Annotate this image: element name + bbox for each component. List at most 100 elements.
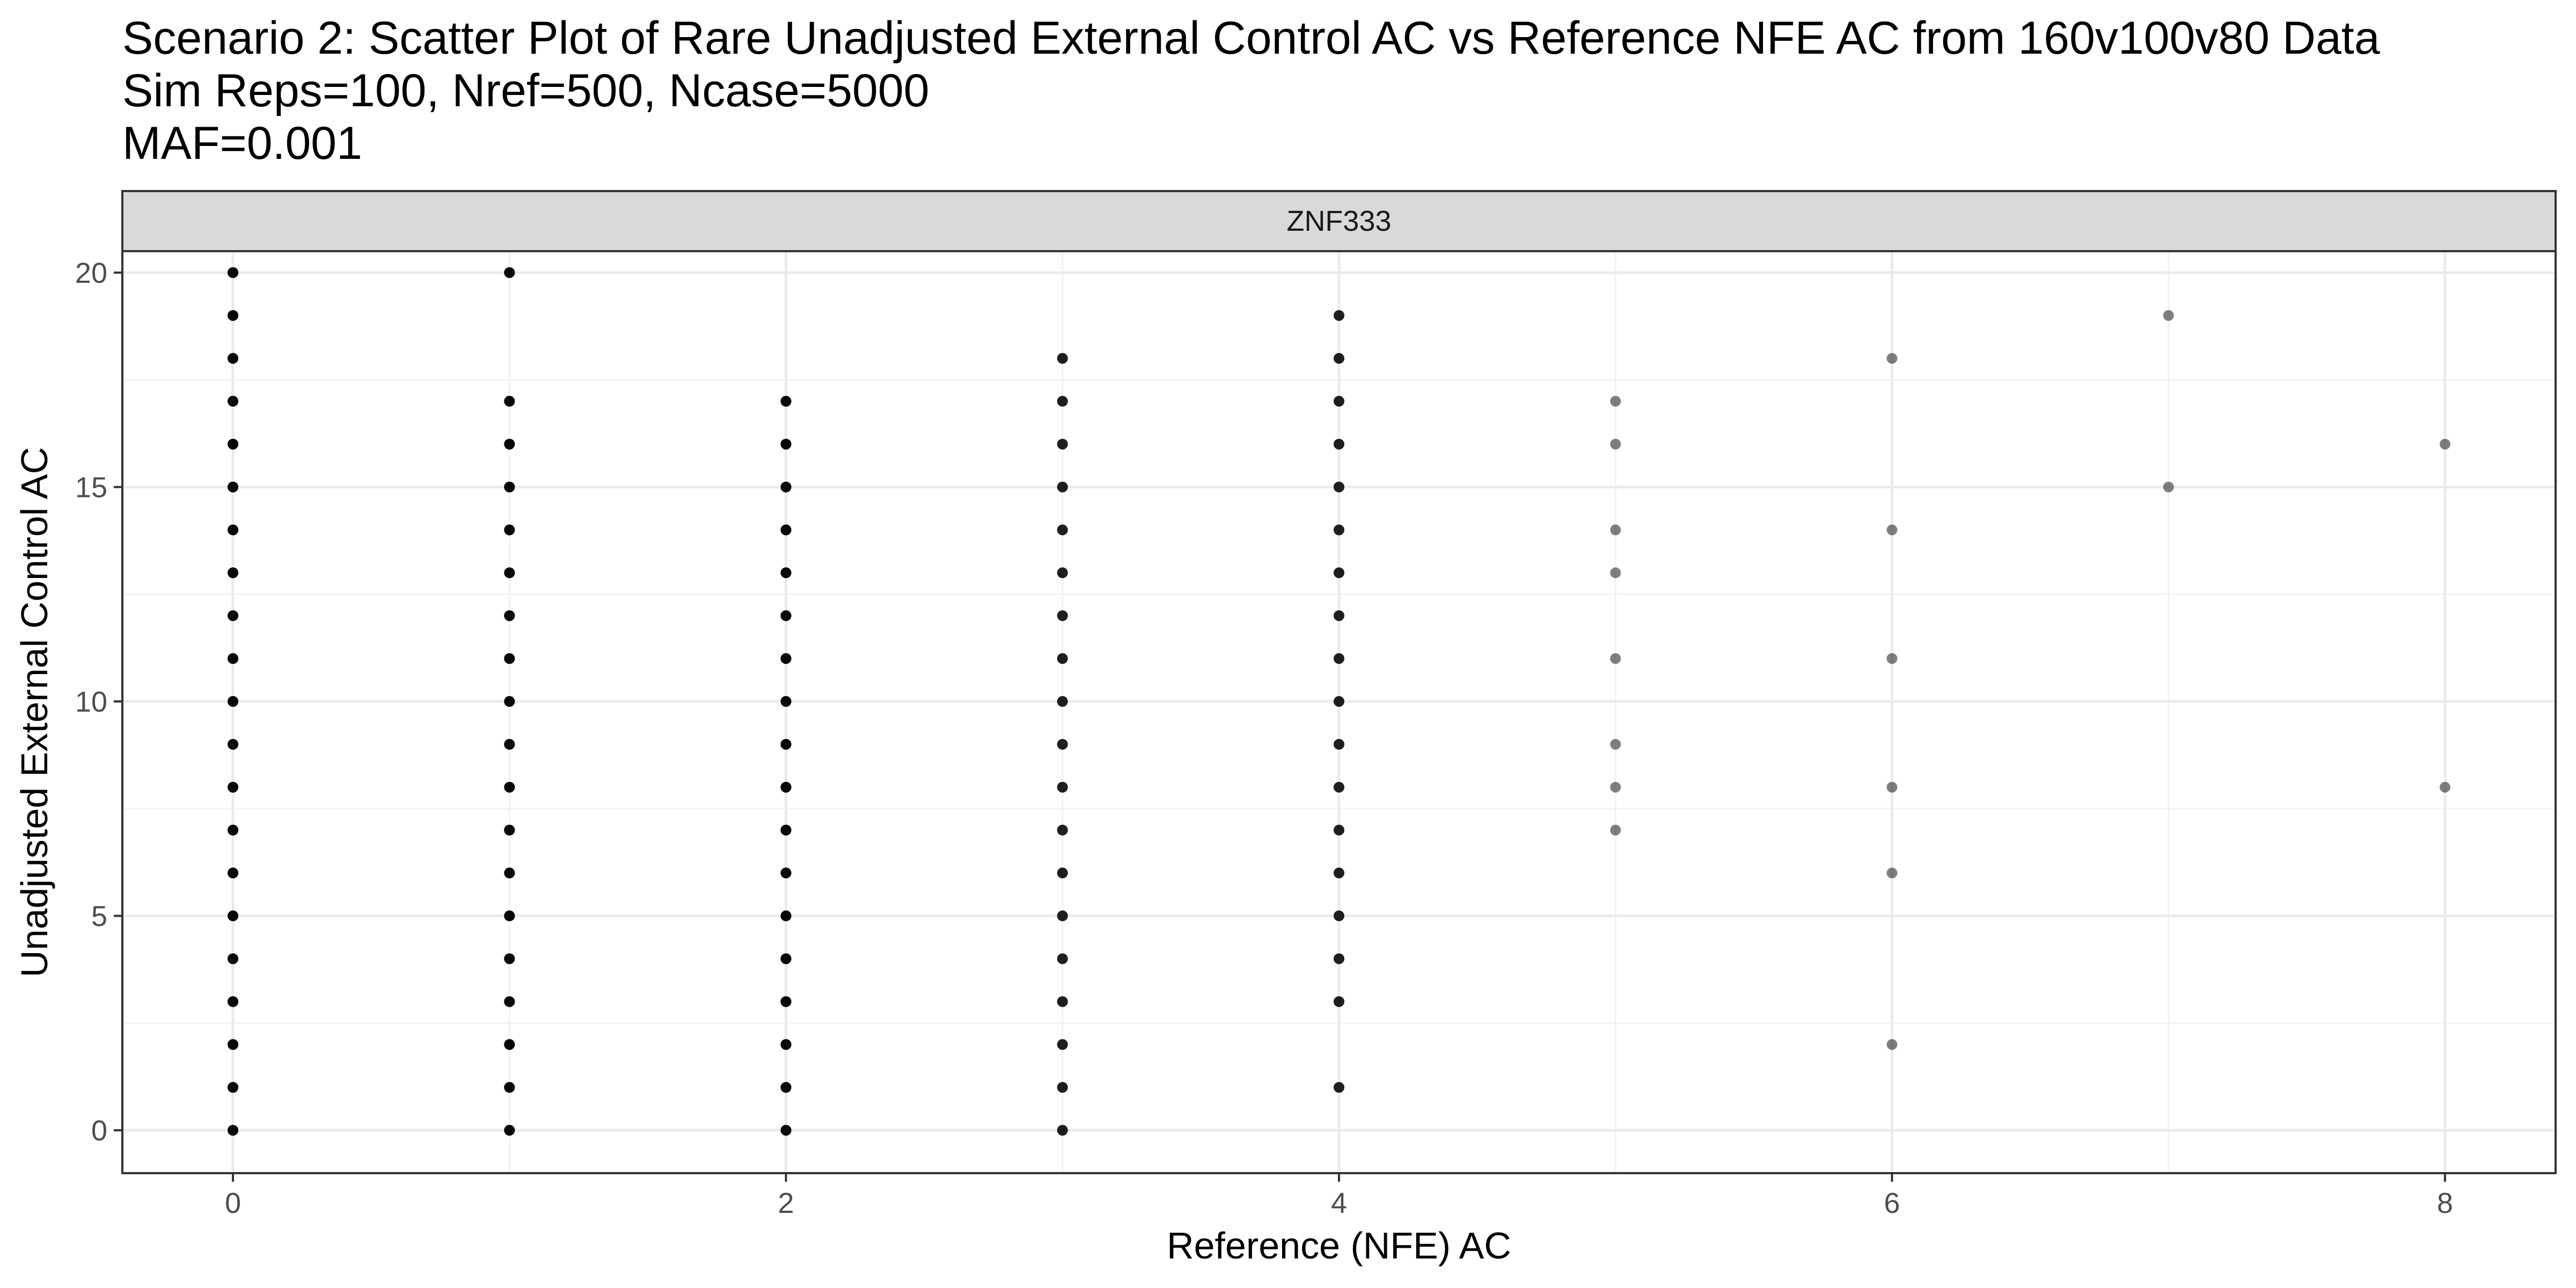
data-point	[1057, 353, 1068, 364]
facet-label: ZNF333	[1286, 205, 1391, 237]
data-point	[1886, 353, 1898, 364]
data-point	[1334, 438, 1344, 450]
data-point	[228, 824, 239, 836]
data-point	[780, 910, 792, 921]
data-point	[1886, 867, 1898, 879]
data-point	[1334, 867, 1344, 879]
data-point	[228, 1082, 239, 1093]
data-point	[1057, 696, 1068, 707]
data-point	[780, 438, 792, 450]
data-point	[1334, 824, 1344, 836]
chart-title-line-1: Scenario 2: Scatter Plot of Rare Unadjus…	[122, 12, 2380, 64]
x-axis-title: Reference (NFE) AC	[1167, 1225, 1511, 1267]
data-point	[780, 1082, 792, 1093]
data-point	[228, 396, 239, 407]
data-point	[1334, 910, 1344, 921]
data-point	[780, 1125, 792, 1136]
data-point	[780, 396, 792, 407]
data-point	[1334, 1082, 1344, 1093]
data-point	[1334, 353, 1344, 364]
y-tick-label: 20	[75, 257, 107, 289]
data-point	[1610, 781, 1621, 793]
data-point	[1057, 438, 1068, 450]
data-point	[504, 910, 515, 921]
x-tick-label: 2	[778, 1187, 794, 1219]
data-point	[228, 996, 239, 1007]
data-point	[1334, 567, 1344, 579]
data-point	[1334, 310, 1344, 321]
data-point	[1610, 438, 1621, 450]
data-point	[504, 1082, 515, 1093]
data-point	[504, 481, 515, 493]
data-point	[228, 310, 239, 321]
data-point	[228, 910, 239, 921]
data-point	[1610, 567, 1621, 579]
data-point	[1610, 524, 1621, 536]
data-point	[1334, 781, 1344, 793]
data-point	[1057, 910, 1068, 921]
data-point	[1886, 524, 1898, 536]
data-point	[504, 1125, 515, 1136]
x-axis: 0 2 4 6 8	[225, 1173, 2453, 1219]
chart-title-line-3: MAF=0.001	[122, 118, 362, 169]
data-point	[228, 1039, 239, 1050]
data-point	[1057, 524, 1068, 536]
facet-strip	[121, 190, 2557, 252]
data-point	[504, 653, 515, 664]
data-point	[1057, 738, 1068, 750]
data-point	[1057, 567, 1068, 579]
data-point	[1610, 653, 1621, 664]
data-point	[1057, 1082, 1068, 1093]
data-point	[228, 738, 239, 750]
data-point	[780, 481, 792, 493]
data-point	[1334, 696, 1344, 707]
data-point	[1334, 396, 1344, 407]
data-point	[1057, 610, 1068, 621]
data-point	[780, 996, 792, 1007]
data-point	[1334, 524, 1344, 536]
data-point	[780, 567, 792, 579]
data-point	[1057, 953, 1068, 964]
data-point	[1057, 653, 1068, 664]
data-point	[1334, 953, 1344, 964]
data-point	[1057, 1125, 1068, 1136]
data-point	[504, 567, 515, 579]
data-point	[504, 996, 515, 1007]
data-point	[504, 867, 515, 879]
y-tick-label: 10	[75, 686, 107, 718]
data-point	[504, 696, 515, 707]
data-point	[2439, 781, 2450, 793]
data-point	[2163, 310, 2174, 321]
data-point	[504, 824, 515, 836]
data-point	[1886, 653, 1898, 664]
x-tick-label: 6	[1884, 1187, 1900, 1219]
data-point	[1057, 996, 1068, 1007]
data-point	[228, 353, 239, 364]
data-point	[1334, 610, 1344, 621]
data-point	[1334, 653, 1344, 664]
x-tick-label: 4	[1331, 1187, 1347, 1219]
y-tick-label: 0	[91, 1115, 107, 1147]
data-point	[228, 524, 239, 536]
data-point	[780, 953, 792, 964]
data-points	[228, 267, 2450, 1136]
data-point	[1334, 481, 1344, 493]
data-point	[1057, 781, 1068, 793]
data-point	[780, 824, 792, 836]
y-tick-label: 5	[91, 901, 107, 933]
y-tick-label: 15	[75, 471, 107, 503]
data-point	[780, 696, 792, 707]
data-point	[504, 396, 515, 407]
data-point	[228, 953, 239, 964]
data-point	[1057, 481, 1068, 493]
y-axis-title: Unadjusted External Control AC	[13, 447, 55, 977]
data-point	[228, 481, 239, 493]
data-point	[1886, 1039, 1898, 1050]
data-point	[504, 610, 515, 621]
data-point	[1610, 396, 1621, 407]
data-point	[504, 267, 515, 278]
data-point	[228, 610, 239, 621]
chart-title-line-2: Sim Reps=100, Nref=500, Ncase=5000	[122, 65, 930, 116]
data-point	[228, 781, 239, 793]
